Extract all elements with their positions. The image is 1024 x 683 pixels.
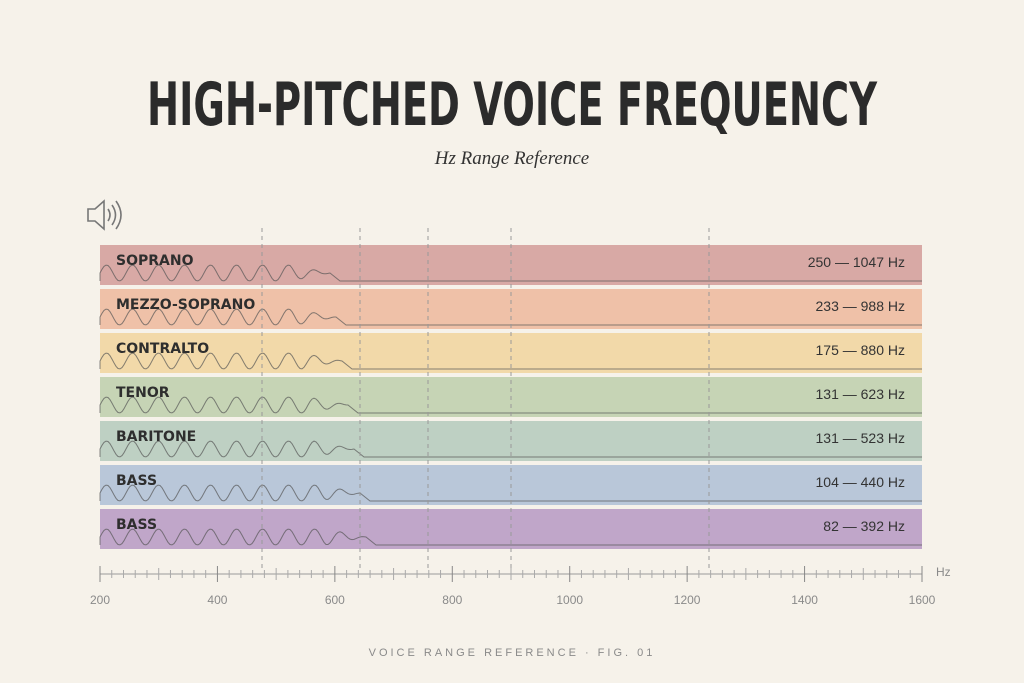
voice-name: BASS bbox=[116, 517, 157, 533]
footer: VOICE RANGE REFERENCE · FIG. 01 bbox=[369, 647, 656, 659]
voice-name: MEZZO-SOPRANO bbox=[116, 297, 255, 313]
voice-name: TENOR bbox=[116, 385, 170, 401]
voice-range: 104 — 440 Hz bbox=[816, 474, 906, 490]
voice-range: 82 — 392 Hz bbox=[823, 518, 905, 534]
guides bbox=[261, 228, 710, 570]
subtitle: Hz Range Reference bbox=[434, 148, 589, 169]
voice-range: 131 — 523 Hz bbox=[816, 430, 906, 446]
voice-name: CONTRALTO bbox=[116, 341, 209, 357]
voice-range: 233 — 988 Hz bbox=[816, 298, 906, 314]
wave bbox=[99, 396, 922, 414]
tick-label: 1000 bbox=[556, 593, 583, 607]
wave bbox=[99, 352, 922, 370]
axis-unit: Hz bbox=[936, 565, 951, 579]
wave bbox=[99, 528, 922, 546]
tick-label: 1200 bbox=[674, 593, 701, 607]
voice-name: BARITONE bbox=[116, 429, 196, 445]
tick-label: 600 bbox=[325, 593, 345, 607]
voice-name: SOPRANO bbox=[116, 253, 194, 269]
voice-range: 250 — 1047 Hz bbox=[808, 254, 905, 270]
wave bbox=[99, 484, 922, 502]
voice-range: 131 — 623 Hz bbox=[816, 386, 906, 402]
tick-label: 200 bbox=[90, 593, 110, 607]
title: HIGH-PITCHED VOICE FREQUENCY bbox=[147, 70, 878, 140]
wave bbox=[99, 264, 922, 282]
speaker-icon bbox=[87, 199, 122, 231]
voice-name: BASS bbox=[116, 473, 157, 489]
voice-range: 175 — 880 Hz bbox=[816, 342, 906, 358]
wave bbox=[99, 440, 922, 458]
tick-label: 1400 bbox=[791, 593, 818, 607]
tick-label: 800 bbox=[442, 593, 462, 607]
tick-label: 400 bbox=[207, 593, 227, 607]
tick-label: 1600 bbox=[909, 593, 936, 607]
wave bbox=[99, 308, 922, 326]
